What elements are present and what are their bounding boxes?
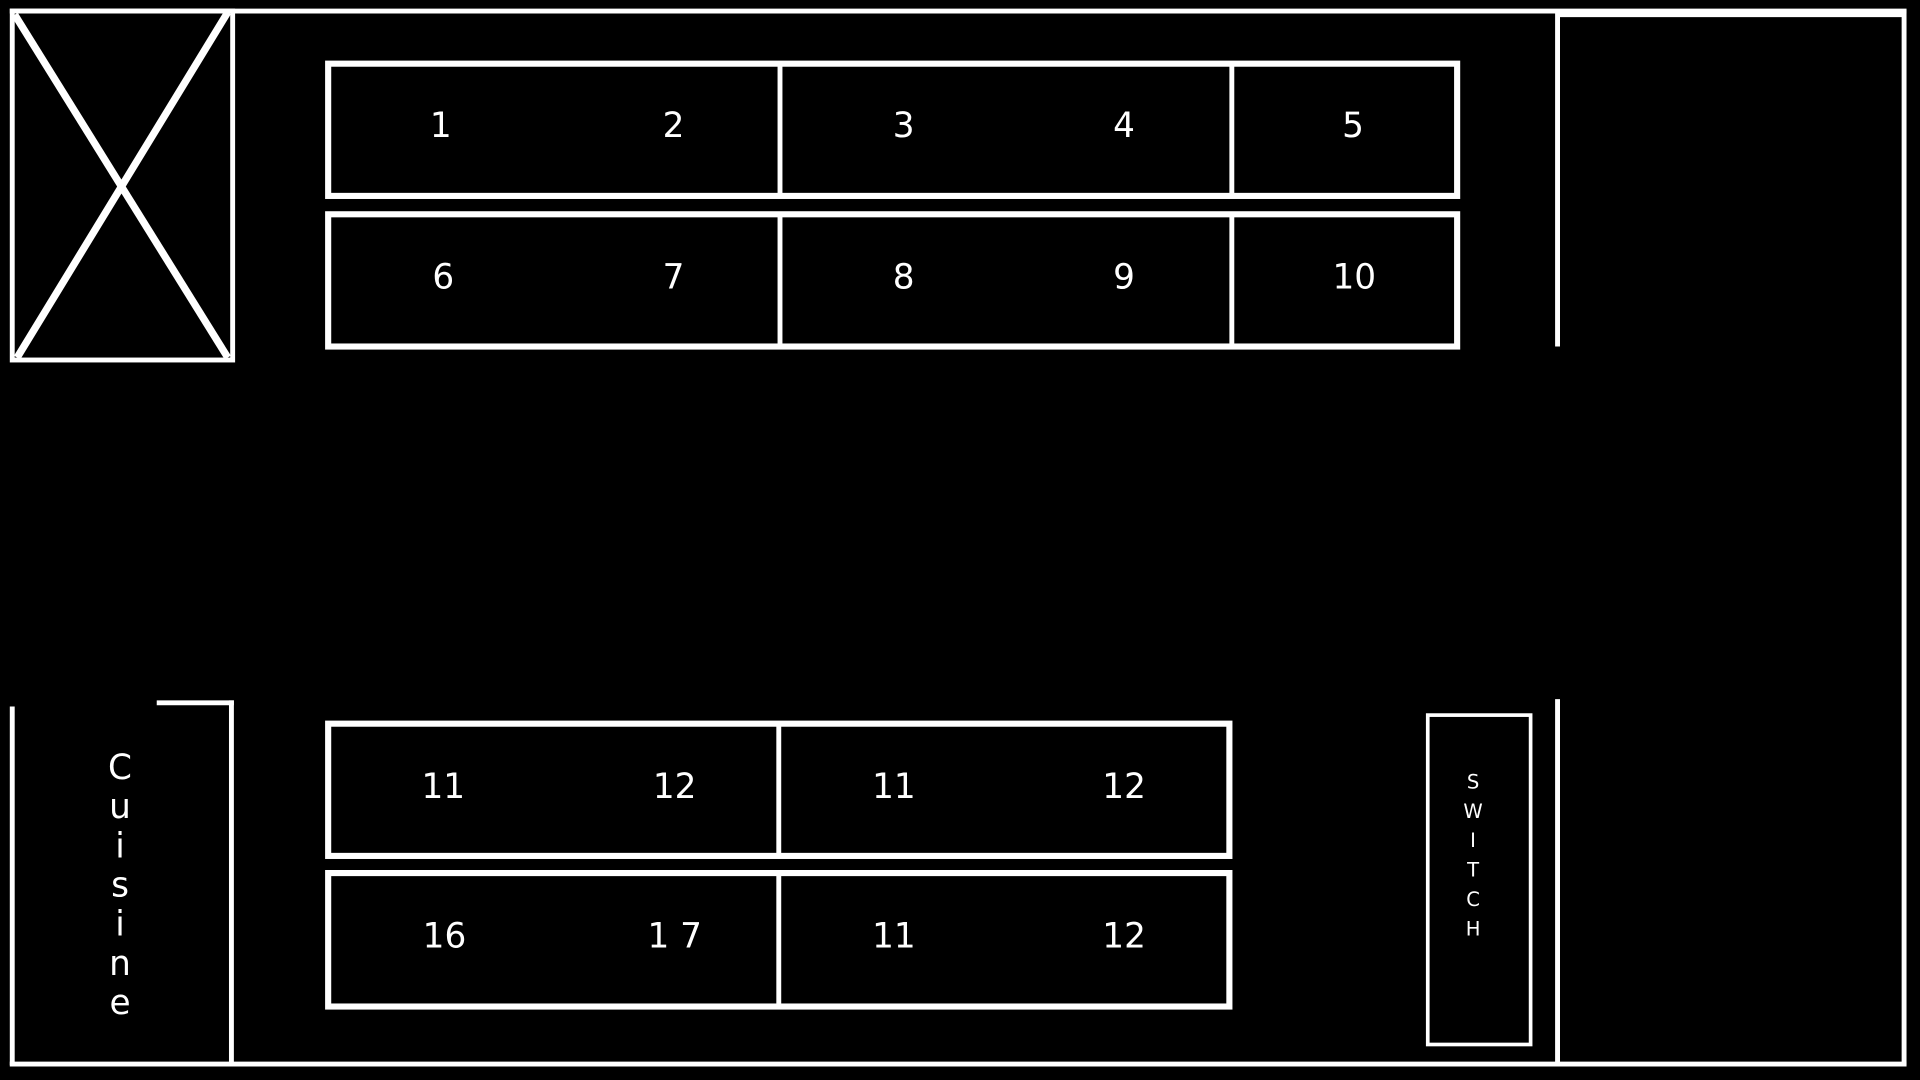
table-17[interactable]: 1 7 bbox=[647, 916, 701, 956]
table-row-3: 11 12 11 12 bbox=[325, 720, 1233, 859]
table-4[interactable]: 4 bbox=[1113, 106, 1135, 146]
table-row-1: 1 2 3 4 5 bbox=[325, 60, 1461, 199]
switch-box bbox=[1425, 713, 1533, 1047]
table-11[interactable]: 11 bbox=[421, 767, 465, 807]
table-3[interactable]: 3 bbox=[893, 106, 915, 146]
table-16[interactable]: 16 bbox=[423, 916, 467, 956]
table-8[interactable]: 8 bbox=[893, 258, 915, 298]
table-2[interactable]: 2 bbox=[663, 106, 685, 146]
table-row-2: 6 7 8 9 10 bbox=[325, 211, 1461, 350]
table-7[interactable]: 7 bbox=[663, 258, 685, 298]
table-10[interactable]: 10 bbox=[1332, 258, 1376, 298]
table-12c[interactable]: 12 bbox=[1102, 916, 1146, 956]
x-cross-icon bbox=[14, 10, 231, 360]
blocked-area-box bbox=[9, 8, 236, 363]
table-12[interactable]: 12 bbox=[653, 767, 697, 807]
table-row-4: 16 1 7 11 12 bbox=[325, 870, 1233, 1010]
table-12b[interactable]: 12 bbox=[1102, 767, 1146, 807]
walls bbox=[9, 8, 1907, 1067]
table-11c[interactable]: 11 bbox=[872, 916, 916, 956]
table-9[interactable]: 9 bbox=[1113, 258, 1135, 298]
table-11b[interactable]: 11 bbox=[872, 767, 916, 807]
blocked-area bbox=[9, 8, 236, 363]
table-5[interactable]: 5 bbox=[1342, 106, 1364, 146]
table-1[interactable]: 1 bbox=[430, 106, 452, 146]
table-6[interactable]: 6 bbox=[432, 258, 454, 298]
